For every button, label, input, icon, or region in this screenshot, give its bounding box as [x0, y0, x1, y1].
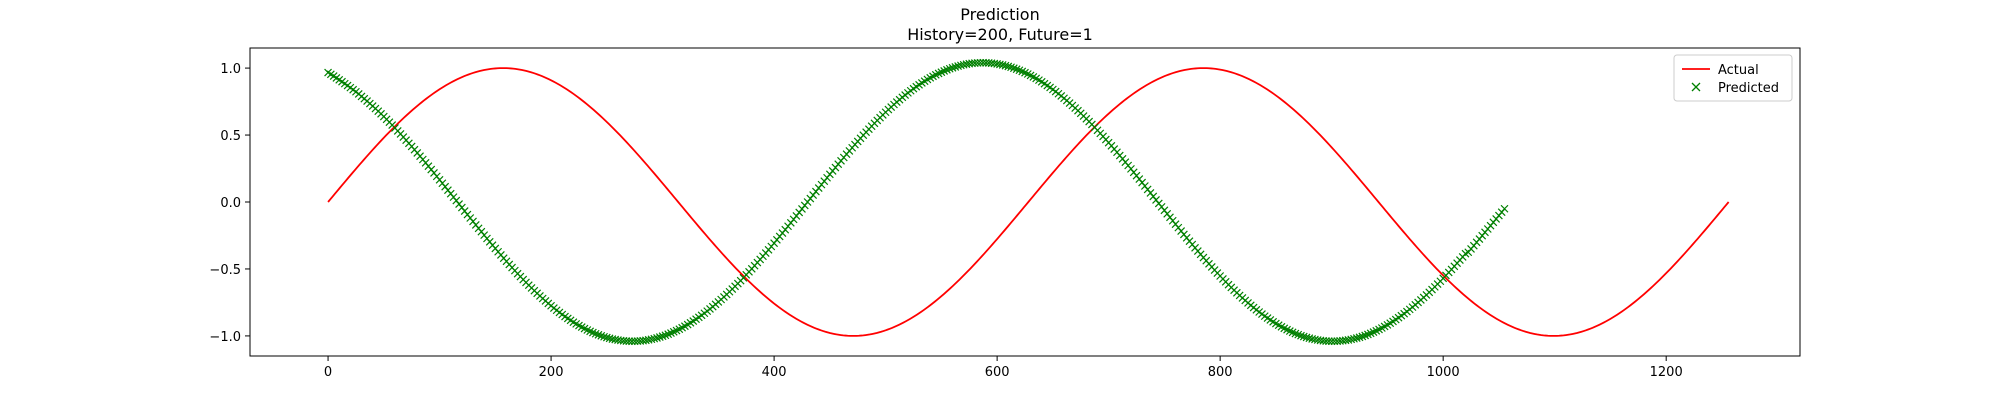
predicted-point [594, 330, 603, 339]
x-tick-label: 0 [324, 365, 332, 380]
x-tick-label: 800 [1208, 365, 1233, 380]
y-tick-label: 0.5 [220, 129, 241, 144]
predicted-point [1001, 61, 1010, 70]
legend: Actual Predicted [1673, 54, 1793, 102]
predicted-point [655, 333, 664, 342]
y-tick-label: 1.0 [220, 62, 241, 77]
predicted-point [653, 333, 661, 342]
predicted-point [597, 331, 606, 340]
y-tick-label: −1.0 [209, 330, 241, 345]
x-tick-label: 600 [985, 365, 1010, 380]
predicted-point [945, 64, 954, 73]
plot-area [324, 58, 1730, 346]
predicted-point [1007, 63, 1015, 72]
series-predicted-markers [324, 58, 1509, 346]
predicted-point [1350, 334, 1358, 343]
x-tick-label: 1000 [1427, 365, 1460, 380]
predicted-point [1355, 333, 1364, 342]
legend-actual-label: Actual [1718, 63, 1759, 78]
predicted-point [1500, 204, 1509, 213]
predicted-point [1297, 331, 1305, 340]
predicted-point [600, 332, 608, 341]
predicted-point [658, 332, 667, 341]
x-tick-label: 400 [762, 365, 787, 380]
series-actual-line [327, 67, 1730, 337]
predicted-point [625, 337, 634, 346]
axes-frame [249, 47, 1801, 357]
y-tick-label: 0.0 [220, 196, 241, 211]
legend-predicted-swatch [1691, 82, 1701, 92]
predicted-point [1352, 334, 1361, 342]
axes: 0 200 400 600 800 1000 1200 1.0 0.5 0.0 −0.5 −1.0 [209, 62, 1682, 380]
predicted-point [1358, 332, 1367, 341]
predicted-point [948, 63, 957, 72]
predicted-point [976, 58, 985, 67]
predicted-point [1009, 64, 1018, 73]
predicted-point [1004, 62, 1013, 71]
predicted-point [1302, 333, 1311, 342]
legend-box [1673, 54, 1793, 102]
predicted-point [951, 62, 960, 71]
legend-predicted-label: Predicted [1718, 81, 1779, 96]
x-tick-label: 200 [539, 365, 564, 380]
chart-subtitle: History=200, Future=1 [907, 25, 1093, 44]
predicted-point [1299, 332, 1308, 341]
chart-title: Prediction [960, 5, 1039, 24]
y-tick-label: −0.5 [209, 263, 241, 278]
x-tick-label: 1200 [1650, 365, 1683, 380]
predicted-point [650, 334, 659, 343]
